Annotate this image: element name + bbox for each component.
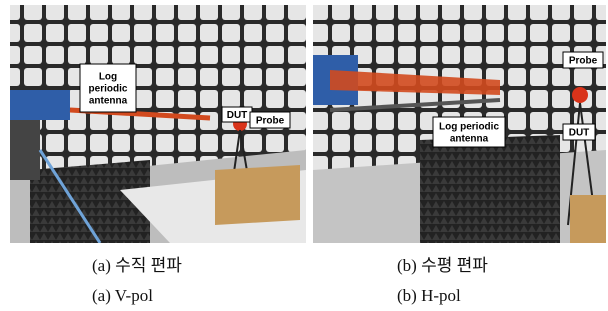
figure: LogperiodicantennaDUTProbeProbeLog perio…	[0, 0, 608, 311]
callout-label: antenna	[89, 96, 128, 107]
caption-en: (b) H-pol	[397, 286, 461, 305]
callout-label: Log periodic	[439, 122, 499, 133]
callout-label: periodic	[89, 84, 128, 95]
caption-ko: (a) 수직 편파	[92, 256, 182, 275]
callout-label: Probe	[256, 116, 285, 127]
callout-label: Log	[99, 72, 117, 83]
callout-label: DUT	[227, 110, 248, 121]
callout-label: antenna	[450, 134, 489, 145]
caption-ko: (b) 수평 편파	[397, 256, 488, 275]
callout-label: DUT	[569, 128, 590, 139]
callout-label: Probe	[569, 56, 598, 67]
caption-en: (a) V-pol	[92, 286, 153, 305]
